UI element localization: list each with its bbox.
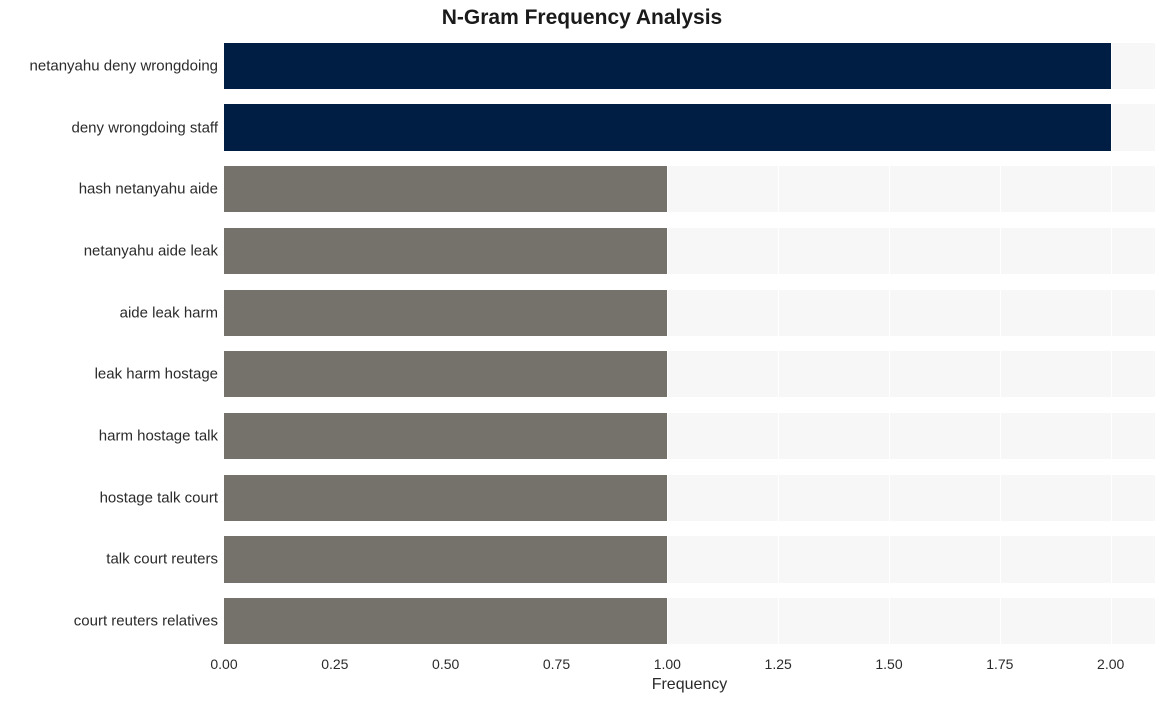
y-tick-label: hash netanyahu aide [0,181,218,198]
bar [224,43,1111,89]
y-tick-label: netanyahu aide leak [0,242,218,259]
y-tick-label: hostage talk court [0,489,218,506]
x-tick-label: 2.00 [1097,656,1124,672]
y-tick-label: harm hostage talk [0,428,218,445]
bar [224,228,667,274]
y-tick-label: court reuters relatives [0,613,218,630]
x-tick-label: 0.50 [432,656,459,672]
x-tick-label: 0.75 [543,656,570,672]
ngram-frequency-chart: N-Gram Frequency Analysis Frequency neta… [0,0,1164,701]
bar [224,475,667,521]
y-tick-label: leak harm hostage [0,366,218,383]
x-tick-label: 1.50 [875,656,902,672]
chart-title: N-Gram Frequency Analysis [0,6,1164,30]
bar [224,413,667,459]
bar [224,536,667,582]
x-tick-label: 1.75 [986,656,1013,672]
bar [224,598,667,644]
x-axis-label: Frequency [224,676,1155,694]
x-tick-label: 1.25 [765,656,792,672]
plot-area [224,35,1155,652]
y-tick-label: netanyahu deny wrongdoing [0,57,218,74]
bar [224,104,1111,150]
y-tick-label: deny wrongdoing staff [0,119,218,136]
x-tick-label: 0.00 [210,656,237,672]
bar [224,166,667,212]
x-tick-label: 0.25 [321,656,348,672]
grid-vline [1111,35,1112,652]
y-tick-label: aide leak harm [0,304,218,321]
y-tick-label: talk court reuters [0,551,218,568]
bar [224,290,667,336]
x-tick-label: 1.00 [654,656,681,672]
bar [224,351,667,397]
